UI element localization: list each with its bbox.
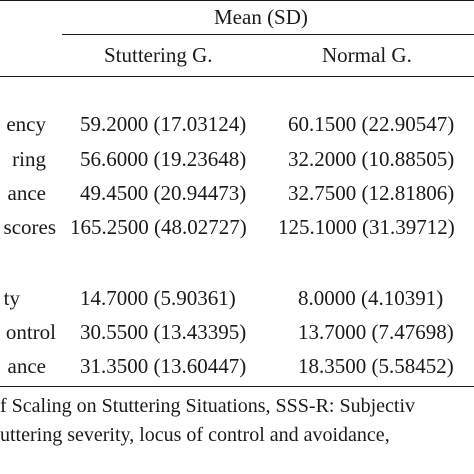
cell-stuttering: 49.4500 (20.94473) (80, 181, 247, 205)
cell-stuttering: 31.3500 (13.60447) (80, 354, 247, 378)
table-footnote-line-1: f Scaling on Stuttering Situations, SSS-… (0, 395, 416, 417)
bottom-rule (0, 386, 474, 387)
row-label: ontrol (5, 320, 56, 344)
column-header-normal: Normal G. (322, 43, 412, 67)
cell-stuttering: 14.7000 (5.90361) (80, 286, 236, 310)
row-label: scores (3, 215, 56, 239)
cell-normal: 60.1500 (22.90547) (288, 112, 455, 136)
row-label: ency (6, 112, 46, 136)
cell-stuttering: 30.5500 (13.43395) (80, 320, 247, 344)
cell-normal: 8.0000 (4.10391) (298, 286, 444, 310)
column-header-rule (0, 76, 474, 77)
cell-stuttering: 59.2000 (17.03124) (80, 112, 247, 136)
cell-stuttering: 165.2500 (48.02727) (70, 215, 247, 239)
cell-stuttering: 56.6000 (19.23648) (80, 147, 247, 171)
row-label: ance (7, 181, 46, 205)
cell-normal: 125.1000 (31.39712) (278, 215, 455, 239)
row-label: ty (3, 286, 20, 310)
cell-normal: 13.7000 (7.47698) (298, 320, 454, 344)
top-rule (0, 0, 474, 1)
cell-normal: 18.3500 (5.58452) (298, 354, 454, 378)
column-header-stuttering: Stuttering G. (104, 43, 213, 67)
group-header-rule (62, 34, 474, 35)
cell-normal: 32.2000 (10.88505) (288, 147, 455, 171)
row-label: ance (7, 354, 46, 378)
cell-normal: 32.7500 (12.81806) (288, 181, 455, 205)
table-footnote-line-2: uttering severity, locus of control and … (0, 424, 390, 446)
group-header: Mean (SD) (214, 5, 308, 29)
row-label: ring (12, 147, 46, 171)
